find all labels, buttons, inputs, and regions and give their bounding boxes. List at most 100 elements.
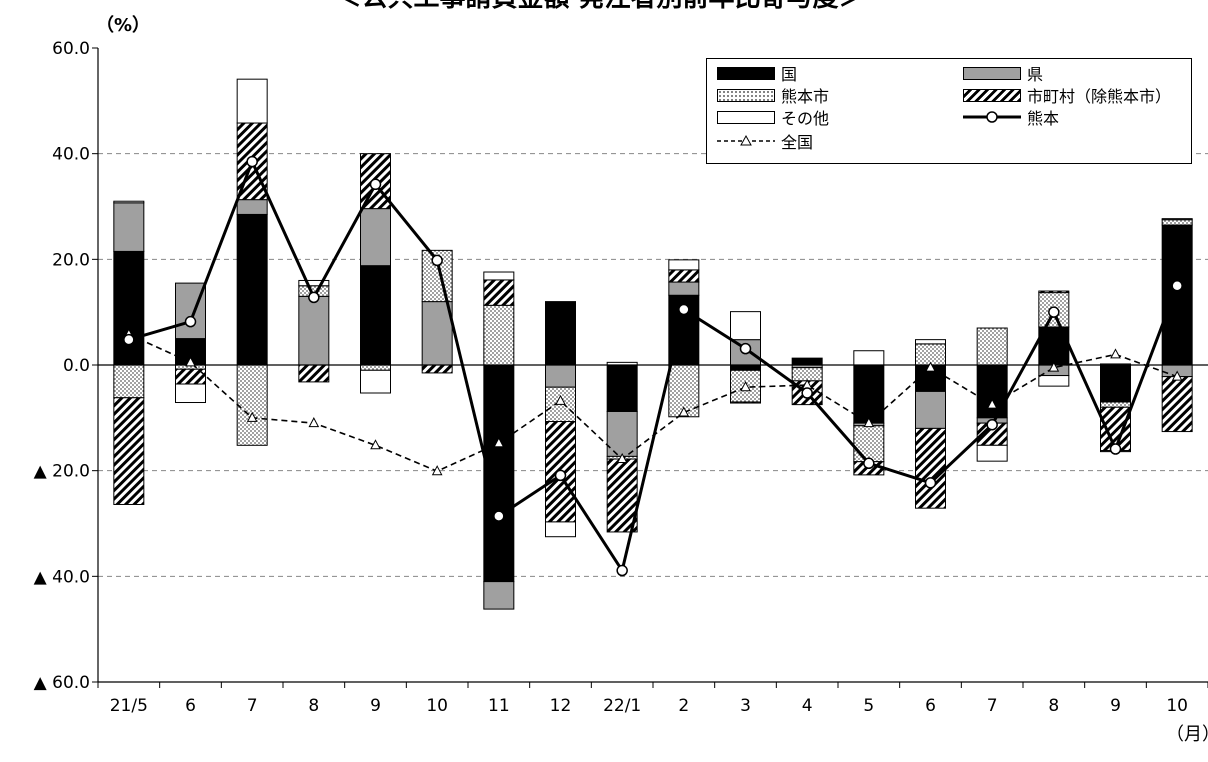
bar-kumamoto-city — [113, 364, 145, 399]
x-tick-label: 7 — [247, 696, 258, 716]
point-all-japan — [863, 417, 875, 428]
bar-prefecture — [421, 301, 453, 366]
x-tick-label: 10 — [426, 696, 448, 716]
axes — [92, 47, 1208, 688]
bar-national — [730, 364, 761, 371]
legend-swatch-kumamoto — [963, 111, 1021, 123]
x-tick-label: 3 — [740, 696, 751, 716]
x-tick-label: 10 — [1166, 696, 1188, 716]
bar-prefecture — [668, 281, 700, 296]
bar-prefecture — [113, 202, 145, 252]
bar-kumamoto-city — [1161, 219, 1193, 226]
legend-label-kumamoto: 熊本 — [1027, 109, 1060, 128]
bar-municipal — [1161, 376, 1193, 433]
bar-kumamoto-city — [360, 364, 391, 371]
grid — [98, 153, 1208, 577]
y-tick-label: 0.0 — [63, 356, 90, 376]
y-tick-label: ▲ 40.0 — [34, 567, 90, 587]
legend-item-prefecture: 県 — [963, 63, 1044, 84]
y-tick-label: ▲ 20.0 — [34, 462, 90, 482]
point-kumamoto — [678, 303, 690, 316]
bar-prefecture — [483, 581, 515, 610]
bar-other — [175, 383, 206, 404]
point-kumamoto — [369, 178, 382, 191]
point-kumamoto — [184, 315, 197, 328]
bar-other — [113, 200, 145, 204]
x-tick-label: 6 — [185, 696, 196, 716]
line-kumamoto — [128, 157, 1179, 575]
point-kumamoto — [308, 291, 320, 304]
legend: 国 県 熊本市 市町村（除熊本市） その他 熊本 全国 — [706, 58, 1192, 164]
line-all-japan — [128, 333, 1178, 473]
bar-prefecture — [545, 364, 576, 388]
point-all-japan — [555, 394, 566, 405]
bar-kumamoto-city — [853, 425, 885, 463]
bar-national — [1161, 224, 1193, 366]
point-all-japan — [370, 439, 381, 450]
point-kumamoto — [1109, 443, 1122, 455]
legend-swatch-prefecture — [963, 66, 1021, 80]
point-all-japan — [616, 452, 628, 464]
bar-kumamoto-city — [236, 364, 268, 446]
chart-title: ＜公共工事請負金額 発注者別前年比寄与度＞ — [335, 0, 864, 13]
point-kumamoto — [1048, 306, 1060, 318]
x-tick-label: 22/1 — [603, 696, 641, 716]
point-all-japan — [246, 411, 258, 422]
point-kumamoto — [801, 387, 813, 399]
legend-label-all-japan: 全国 — [781, 133, 814, 152]
point-kumamoto — [123, 333, 135, 346]
legend-swatch-municipal — [963, 88, 1021, 102]
legend-swatch-national — [717, 66, 775, 80]
x-tick-label: 9 — [1110, 696, 1121, 716]
bar-national — [791, 357, 823, 366]
bar-kumamoto-city — [791, 367, 823, 382]
bar-prefecture — [298, 295, 330, 366]
y-tick-label: 20.0 — [52, 250, 90, 270]
point-kumamoto — [246, 155, 258, 168]
point-kumamoto — [986, 418, 998, 431]
point-all-japan — [678, 406, 690, 417]
bar-other — [483, 271, 515, 281]
bar-national — [545, 301, 576, 366]
bar-other — [730, 311, 761, 341]
bar-other — [360, 369, 391, 394]
bar-municipal — [730, 401, 761, 404]
bar-municipal — [668, 269, 700, 283]
point-all-japan — [308, 417, 320, 428]
bar-other — [236, 78, 268, 124]
legend-item-all-japan: 全国 — [717, 131, 814, 152]
legend-item-municipal: 市町村（除熊本市） — [963, 85, 1171, 106]
x-tick-label: 4 — [802, 696, 813, 716]
y-tick-label: 60.0 — [52, 39, 90, 59]
y-tick-label: ▲ 60.0 — [34, 673, 90, 693]
bar-other — [545, 521, 576, 538]
bar-national — [236, 213, 268, 366]
bar-municipal — [113, 397, 145, 505]
bar-prefecture — [606, 410, 638, 457]
bar-kumamoto-city — [1100, 401, 1131, 408]
legend-item-kumamoto-city: 熊本市 — [717, 85, 829, 106]
tick-labels: 60.0 40.0 20.0 0.0 ▲ 20.0 ▲ 40.0 ▲ 60.0 21/5 6 7 8… — [34, 39, 1188, 716]
bar-prefecture — [360, 208, 391, 267]
legend-swatch-all-japan — [717, 134, 775, 146]
point-kumamoto — [554, 469, 567, 482]
x-tick-label: 6 — [925, 696, 936, 716]
bars — [113, 78, 1193, 610]
point-all-japan — [1171, 370, 1183, 381]
bar-other — [298, 279, 330, 287]
point-kumamoto — [863, 457, 875, 470]
legend-swatch-kumamoto-city — [717, 88, 775, 102]
x-tick-label: 7 — [987, 696, 998, 716]
point-kumamoto — [616, 564, 628, 577]
bar-municipal — [915, 427, 946, 509]
x-tick-label: 9 — [370, 696, 381, 716]
x-tick-label: 21/5 — [110, 696, 148, 716]
bar-prefecture — [236, 199, 268, 215]
point-all-japan — [1048, 361, 1060, 372]
legend-item-kumamoto: 熊本 — [963, 107, 1060, 128]
x-tick-label: 8 — [308, 696, 319, 716]
line-series — [123, 155, 1183, 577]
x-tick-label: 8 — [1048, 696, 1059, 716]
point-all-japan — [925, 361, 936, 372]
legend-label-prefecture: 県 — [1027, 65, 1044, 84]
